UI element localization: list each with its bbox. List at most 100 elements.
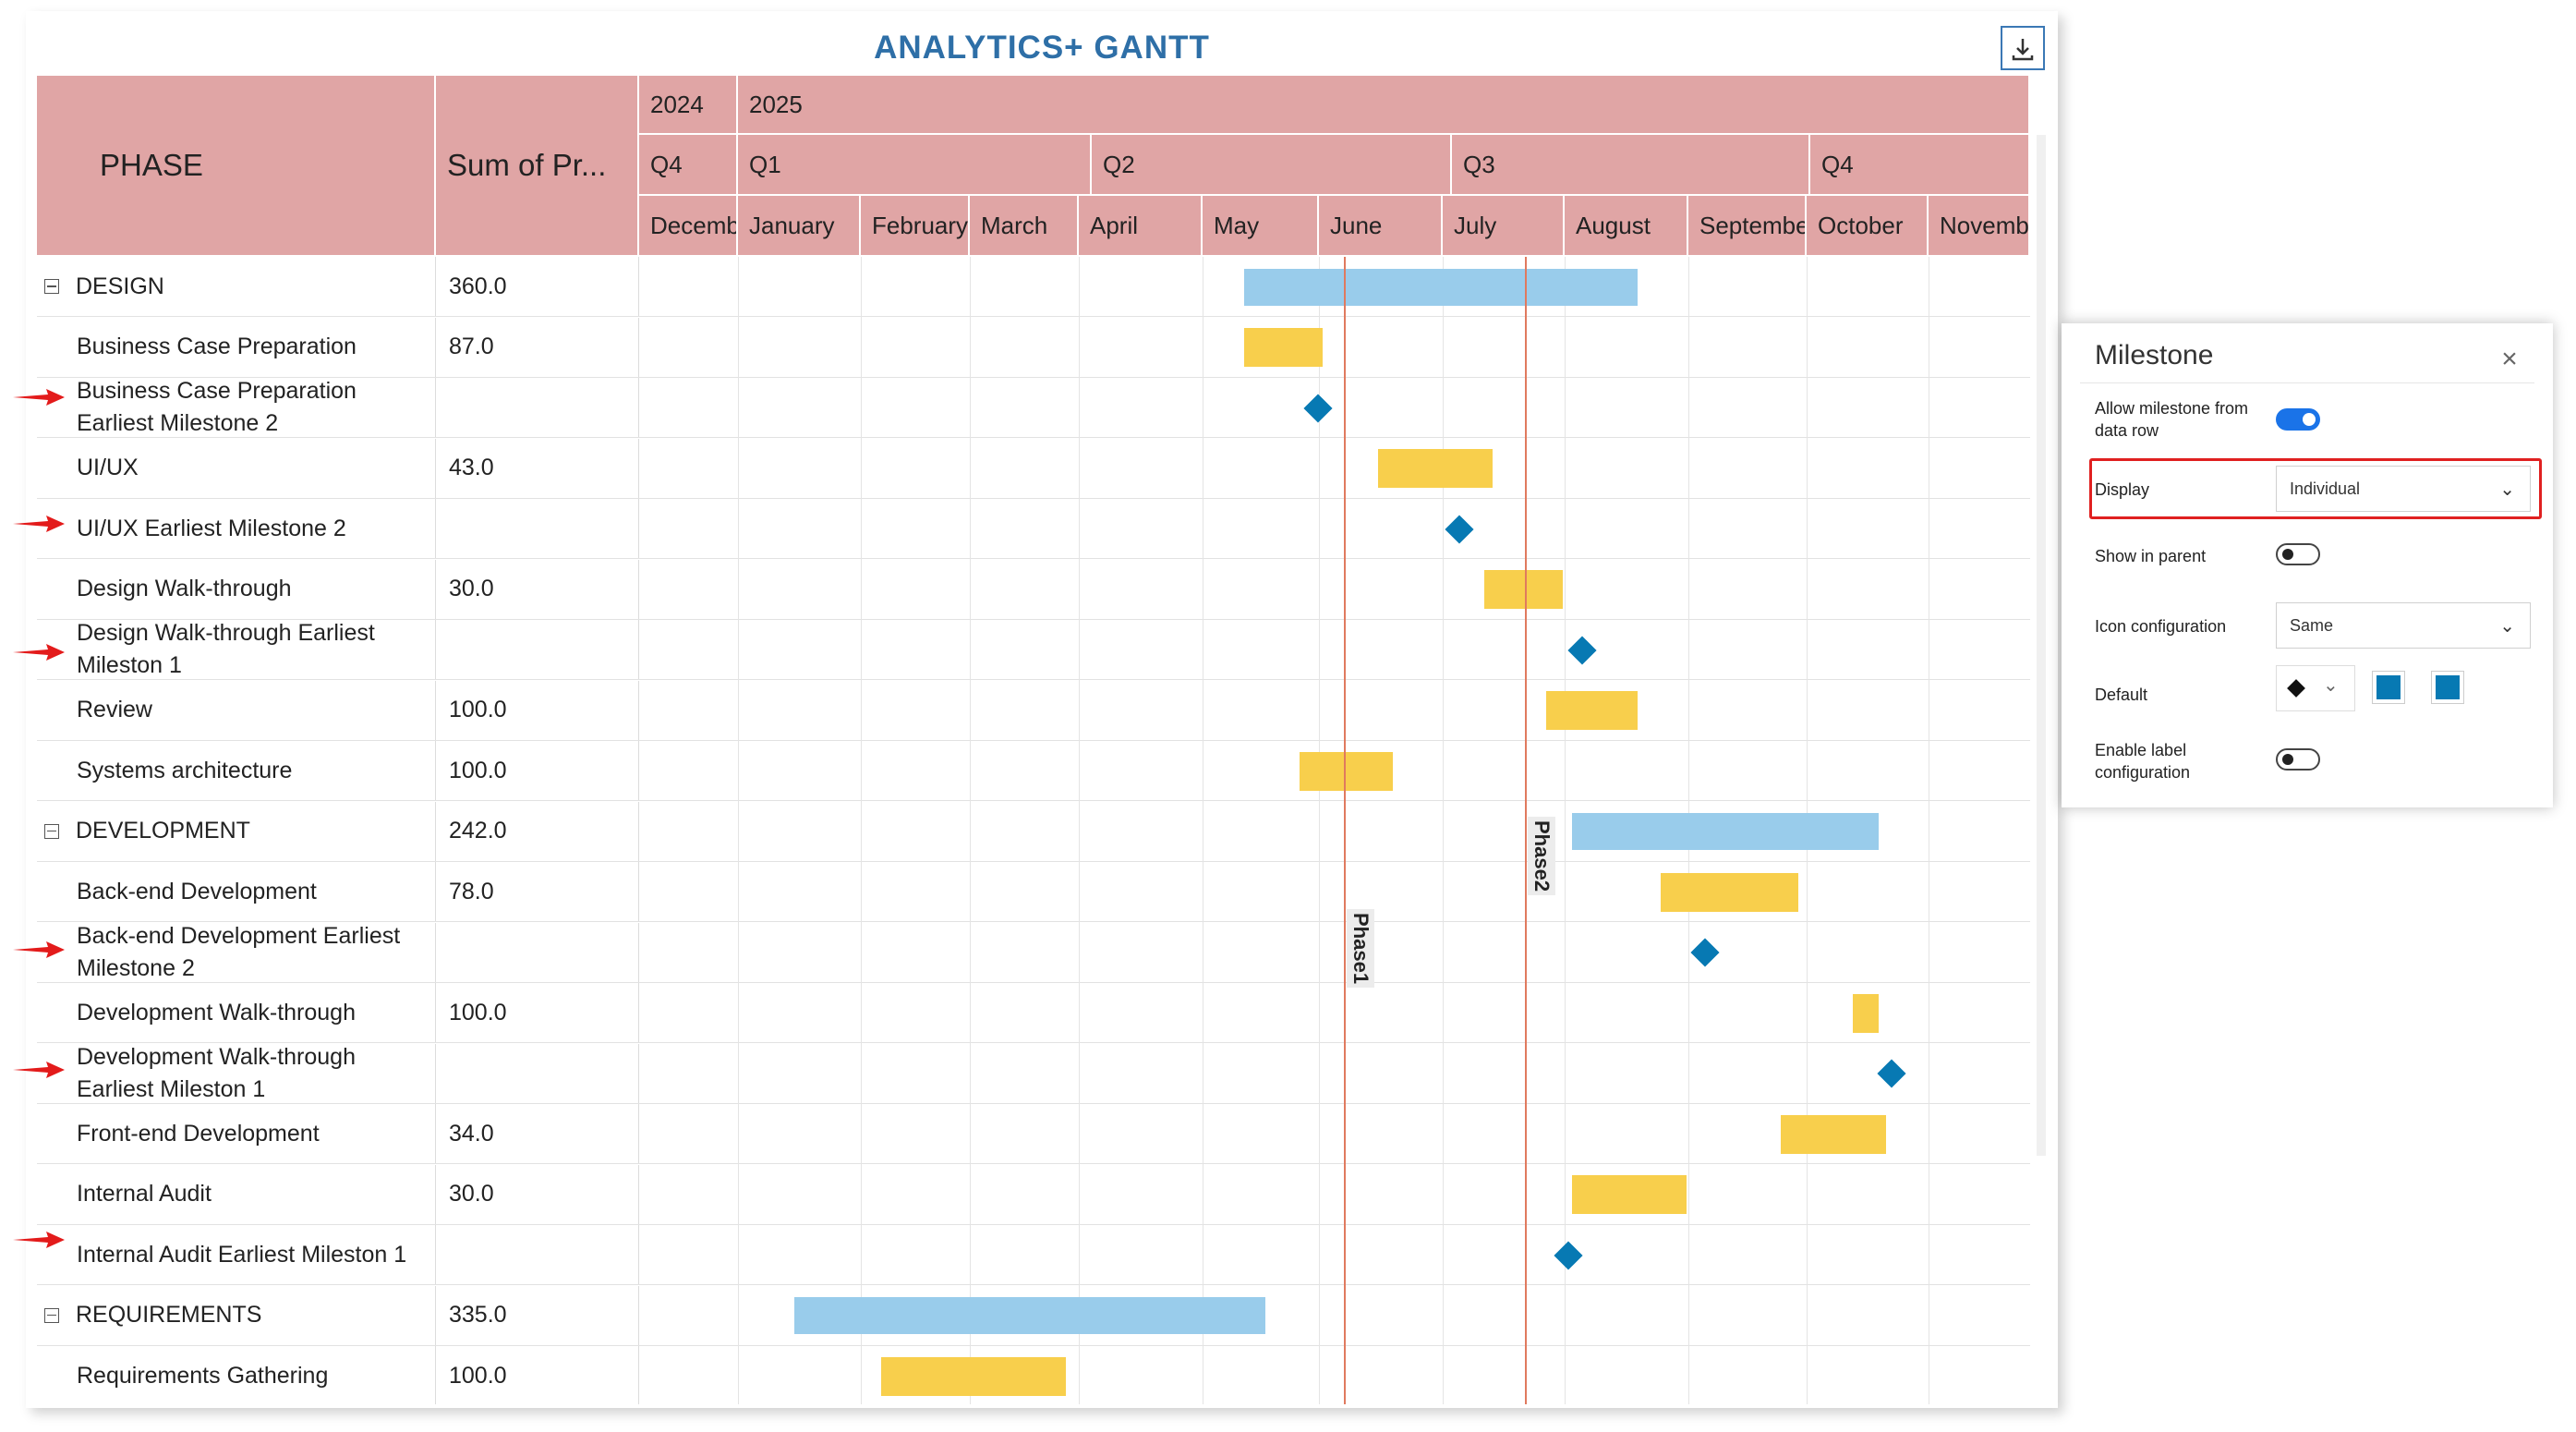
red-arrow-icon	[13, 389, 65, 406]
row-name: Business Case Preparation	[77, 334, 357, 359]
group-bar[interactable]	[1244, 268, 1638, 306]
task-row[interactable]: Front-end Development 34.0	[37, 1104, 2030, 1164]
task-bar[interactable]	[1572, 1175, 1687, 1215]
task-row[interactable]: Internal Audit 30.0	[37, 1164, 2030, 1225]
export-button[interactable]	[2001, 26, 2045, 70]
task-bar[interactable]	[1244, 328, 1323, 368]
group-row[interactable]: DESIGN 360.0	[37, 257, 2030, 317]
row-name-cell: DESIGN	[37, 257, 436, 316]
month-header: Novemb	[1929, 196, 2030, 257]
chevron-down-icon: ⌄	[2499, 479, 2515, 500]
milestone-row[interactable]: Development Walk-through Earliest Milest…	[37, 1043, 2030, 1104]
row-name-cell: DEVELOPMENT	[37, 801, 436, 861]
display-highlight	[2089, 458, 2542, 519]
row-name: Design Walk-through Earliest Mileston 1	[77, 620, 375, 678]
red-arrow-icon	[13, 1062, 65, 1078]
export-icon	[2012, 39, 2034, 61]
icon-configuration-select[interactable]: Same ⌄	[2276, 602, 2531, 649]
row-name: Design Walk-through	[77, 576, 292, 601]
row-name-cell: Design Walk-through	[37, 559, 436, 619]
chart-title: ANALYTICS+ GANTT	[874, 30, 1210, 66]
month-gridline	[1443, 257, 1444, 1404]
row-sum	[436, 620, 639, 679]
milestone-row[interactable]: UI/UX Earliest Milestone 2	[37, 499, 2030, 559]
task-row[interactable]: Design Walk-through 30.0	[37, 559, 2030, 620]
milestone-icon-select[interactable]: ⌄	[2276, 665, 2355, 711]
row-sum: 78.0	[436, 862, 639, 921]
group-bar[interactable]	[794, 1297, 1265, 1335]
display-select[interactable]: Individual ⌄	[2276, 466, 2531, 512]
row-sum: 100.0	[436, 1346, 639, 1404]
collapse-icon[interactable]	[44, 823, 59, 839]
close-icon[interactable]: ×	[2501, 344, 2518, 374]
year-header: 2024	[639, 76, 738, 135]
milestone-row[interactable]: Business Case Preparation Earliest Miles…	[37, 378, 2030, 438]
task-bar[interactable]	[1546, 691, 1638, 731]
task-row[interactable]: Review 100.0	[37, 680, 2030, 741]
show-in-parent-toggle[interactable]	[2276, 543, 2320, 565]
month-header: April	[1079, 196, 1203, 257]
red-arrow-icon	[13, 644, 65, 661]
milestone-row[interactable]: Internal Audit Earliest Mileston 1	[37, 1225, 2030, 1285]
row-name-cell: Back-end Development Earliest Milestone …	[37, 922, 436, 982]
group-row[interactable]: DEVELOPMENT 242.0	[37, 801, 2030, 862]
task-row[interactable]: Back-end Development 78.0	[37, 862, 2030, 922]
row-name-cell: Systems architecture	[37, 741, 436, 800]
milestone-row[interactable]: Back-end Development Earliest Milestone …	[37, 922, 2030, 983]
task-row[interactable]: Requirements Gathering 100.0	[37, 1346, 2030, 1404]
task-row[interactable]: Business Case Preparation 87.0	[37, 317, 2030, 378]
row-sum	[436, 922, 639, 982]
allow-milestone-toggle[interactable]	[2276, 408, 2320, 431]
task-bar[interactable]	[1661, 872, 1798, 912]
task-bar[interactable]	[1300, 751, 1393, 791]
quarter-header: Q4	[1810, 135, 2030, 196]
group-row[interactable]: REQUIREMENTS 335.0	[37, 1285, 2030, 1346]
collapse-icon[interactable]	[44, 1307, 59, 1323]
row-sum: 100.0	[436, 741, 639, 800]
sum-column-header[interactable]: Sum of Pr...	[436, 76, 639, 257]
milestone-color-swatch[interactable]	[2372, 671, 2405, 704]
phase-line	[1344, 257, 1346, 1404]
row-name-cell: Design Walk-through Earliest Mileston 1	[37, 620, 436, 679]
default-label: Default	[2095, 686, 2148, 704]
month-gridline	[738, 257, 739, 1404]
row-name: Systems architecture	[77, 757, 293, 783]
month-header: October	[1807, 196, 1929, 257]
month-gridline	[861, 257, 862, 1404]
task-bar[interactable]	[1781, 1114, 1886, 1154]
milestone-border-swatch[interactable]	[2431, 671, 2464, 704]
task-bar[interactable]	[1853, 993, 1879, 1033]
month-gridline	[1079, 257, 1080, 1404]
group-bar[interactable]	[1572, 813, 1879, 851]
row-sum: 34.0	[436, 1104, 639, 1163]
month-header: February	[861, 196, 970, 257]
collapse-icon[interactable]	[44, 279, 59, 294]
phase-label: Phase2	[1528, 817, 1555, 896]
row-sum: 335.0	[436, 1285, 639, 1345]
enable-label-configuration-label: Enable label configuration	[2095, 741, 2191, 783]
chevron-down-icon: ⌄	[2323, 675, 2339, 696]
task-row[interactable]: Development Walk-through 100.0	[37, 983, 2030, 1043]
row-name-cell: Development Walk-through Earliest Milest…	[37, 1043, 436, 1103]
phase-column-header[interactable]: PHASE	[37, 76, 436, 257]
task-bar[interactable]	[1484, 570, 1563, 610]
task-bar[interactable]	[1378, 449, 1493, 489]
task-row[interactable]: UI/UX 43.0	[37, 438, 2030, 499]
row-sum	[436, 1225, 639, 1284]
display-value: Individual	[2290, 479, 2361, 498]
month-gridline	[970, 257, 971, 1404]
row-name: Review	[77, 697, 152, 722]
month-header: June	[1319, 196, 1443, 257]
vertical-scrollbar[interactable]	[2037, 135, 2046, 1156]
row-name-cell: UI/UX	[37, 438, 436, 498]
task-bar[interactable]	[881, 1356, 1066, 1396]
row-name-cell: Business Case Preparation Earliest Miles…	[37, 378, 436, 437]
row-sum	[436, 378, 639, 437]
show-in-parent-label: Show in parent	[2095, 547, 2207, 565]
row-name-cell: Internal Audit	[37, 1164, 436, 1224]
task-row[interactable]: Systems architecture 100.0	[37, 741, 2030, 801]
enable-label-toggle[interactable]	[2276, 748, 2320, 771]
milestone-row[interactable]: Design Walk-through Earliest Mileston 1	[37, 620, 2030, 680]
row-name-cell: Back-end Development	[37, 862, 436, 921]
panel-divider	[2080, 382, 2534, 383]
